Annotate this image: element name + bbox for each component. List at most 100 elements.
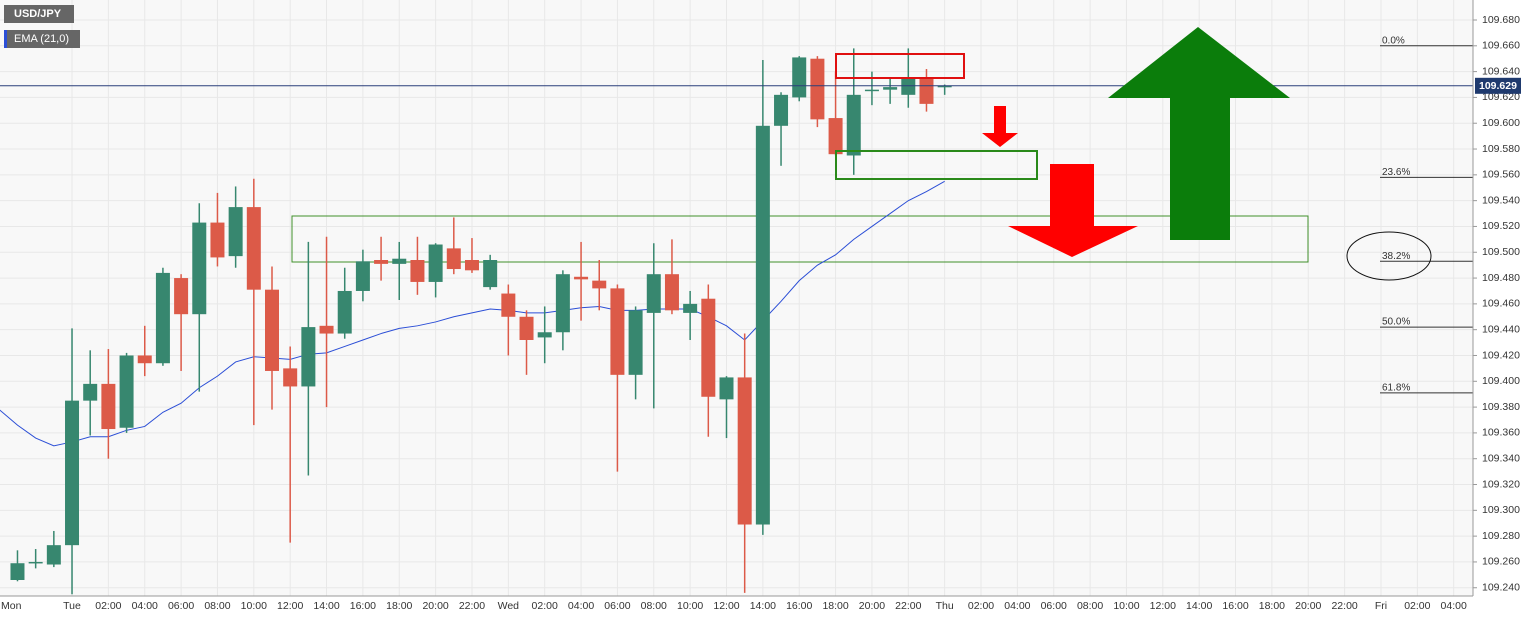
x-tick-label: 10:00	[1113, 600, 1139, 612]
x-tick-label: 20:00	[422, 600, 448, 612]
symbol-label: USD/JPY	[14, 8, 62, 20]
candle-body	[810, 58, 825, 120]
candle-body	[501, 293, 516, 317]
x-tick-label: 02:00	[1404, 600, 1430, 612]
y-tick-label: 109.500	[1482, 246, 1520, 258]
candle-body	[119, 355, 134, 428]
symbol-badge	[4, 5, 74, 23]
x-tick-label: 06:00	[604, 600, 630, 612]
candle-body	[392, 258, 407, 264]
up-arrow	[1108, 27, 1290, 240]
x-tick-label: 10:00	[677, 600, 703, 612]
x-tick-label: 06:00	[1041, 600, 1067, 612]
x-tick-label: 16:00	[1222, 600, 1248, 612]
x-tick-label: 08:00	[1077, 600, 1103, 612]
candle-body	[828, 118, 843, 155]
fib-label: 23.6%	[1382, 167, 1410, 178]
x-tick-label: 22:00	[895, 600, 921, 612]
down-arrow	[1008, 164, 1138, 257]
y-tick-label: 109.560	[1482, 169, 1520, 181]
candle-body	[192, 222, 207, 315]
y-tick-label: 109.340	[1482, 452, 1520, 464]
candle-body	[137, 355, 152, 364]
candle-body	[246, 207, 261, 290]
candle-body	[65, 400, 80, 546]
candle-body	[737, 377, 752, 525]
candle-body	[719, 377, 734, 400]
fib-label: 38.2%	[1382, 251, 1410, 262]
candle-body	[355, 261, 370, 291]
x-tick-label: 16:00	[350, 600, 376, 612]
candle-body	[755, 125, 770, 525]
y-tick-label: 109.360	[1482, 427, 1520, 439]
x-tick-label: 16:00	[786, 600, 812, 612]
candle-body	[846, 94, 861, 156]
candle-body	[101, 383, 116, 430]
x-tick-label: 12:00	[713, 600, 739, 612]
candle-body	[464, 260, 479, 271]
x-tick-label: 02:00	[532, 600, 558, 612]
candle-body	[155, 272, 170, 364]
candle-body	[374, 260, 389, 264]
x-tick-label: 04:00	[568, 600, 594, 612]
x-tick-label: 18:00	[822, 600, 848, 612]
y-tick-label: 109.600	[1482, 117, 1520, 129]
y-tick-label: 109.300	[1482, 504, 1520, 516]
legend-label: EMA (21,0)	[14, 33, 69, 45]
y-axis-panel	[1473, 0, 1536, 618]
y-tick-label: 109.400	[1482, 375, 1520, 387]
candle-body	[483, 260, 498, 288]
candle-body	[519, 316, 534, 340]
x-tick-label: 12:00	[277, 600, 303, 612]
y-tick-label: 109.540	[1482, 194, 1520, 206]
candle-body	[864, 89, 879, 92]
green-box	[835, 150, 1038, 180]
candle-body	[265, 289, 279, 371]
candle-body	[410, 260, 425, 282]
x-tick-label: 04:00	[1441, 600, 1467, 612]
y-tick-label: 109.580	[1482, 143, 1520, 155]
candle-body	[446, 248, 461, 270]
candle-body	[883, 87, 898, 90]
x-tick-label: Fri	[1375, 600, 1387, 612]
candle-body	[174, 278, 189, 315]
y-tick-label: 109.240	[1482, 582, 1520, 594]
candle-body	[901, 78, 916, 95]
y-tick-label: 109.440	[1482, 323, 1520, 335]
candle-body	[610, 288, 625, 375]
candle-body	[774, 94, 789, 126]
candle-body	[664, 274, 679, 311]
y-tick-label: 109.260	[1482, 556, 1520, 568]
y-tick-label: 109.460	[1482, 298, 1520, 310]
x-tick-label: 12:00	[1150, 600, 1176, 612]
legend-badge	[4, 30, 80, 48]
candle-body	[210, 222, 225, 258]
x-tick-label: 06:00	[168, 600, 194, 612]
x-tick-label: 14:00	[1186, 600, 1212, 612]
zone-box	[291, 215, 1309, 263]
highlight-ellipse	[1346, 231, 1432, 281]
candle-body	[337, 290, 352, 334]
last-price-label: 109.629	[1479, 80, 1517, 92]
candle-body	[919, 78, 934, 104]
red-box	[835, 53, 965, 79]
y-tick-label: 109.420	[1482, 349, 1520, 361]
candle-body	[792, 57, 807, 98]
candle-body	[592, 280, 607, 289]
y-tick-label: 109.480	[1482, 272, 1520, 284]
fib-label: 0.0%	[1382, 35, 1405, 46]
x-tick-label: 18:00	[386, 600, 412, 612]
x-tick-label: 04:00	[132, 600, 158, 612]
x-tick-label: Mon	[1, 600, 22, 612]
candle-body	[428, 244, 443, 282]
y-tick-label: 109.680	[1482, 14, 1520, 26]
y-tick-label: 109.280	[1482, 530, 1520, 542]
candle-body	[28, 561, 43, 564]
candle-body	[628, 310, 643, 375]
candle-body	[574, 276, 589, 280]
candle-body	[683, 303, 698, 313]
x-tick-label: 10:00	[241, 600, 267, 612]
small-down-arrow	[982, 106, 1018, 147]
candle-body	[555, 274, 570, 333]
